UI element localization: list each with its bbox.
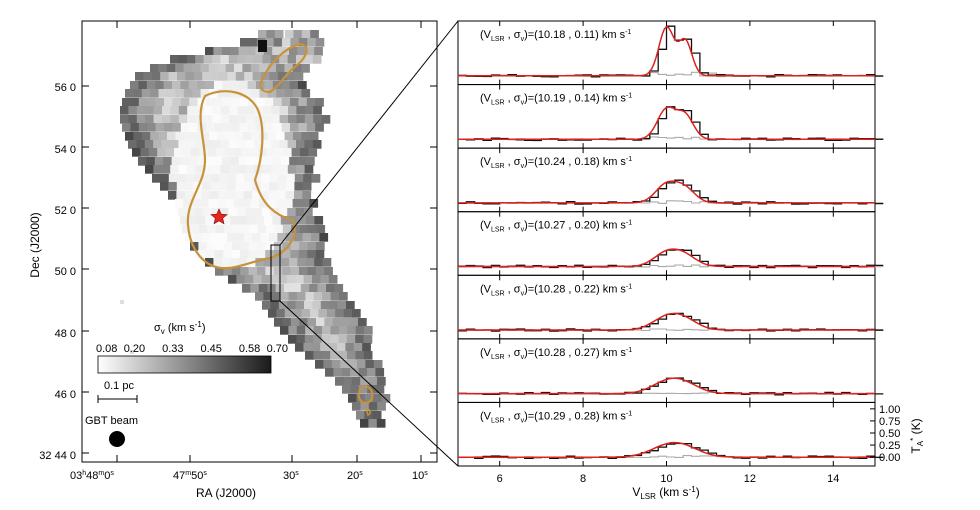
map-xlabel: RA (J2000) — [196, 486, 256, 500]
xtick-label-1: 47m50s — [173, 470, 207, 482]
panel-label: (VLSR , σv)=(10.24 , 0.18) km s-1 — [480, 156, 632, 170]
xtick-label-2: 10 — [660, 473, 672, 485]
panel-label: (VLSR , σv)=(10.28 , 0.27) km s-1 — [480, 347, 632, 361]
fit-line — [458, 248, 875, 268]
ytick-label-3: 50 0 — [55, 266, 76, 278]
ytick-label-0: 0.00 — [879, 452, 900, 464]
xtick-label-0: 03h48m0s — [70, 470, 114, 482]
xtick-label-3: 20s — [347, 470, 363, 482]
ytick-label-1: 0.25 — [879, 440, 900, 452]
spectrum-panel-0: (VLSR , σv)=(10.18 , 0.11) km s-1 — [457, 20, 884, 86]
colorbar-tick-0: 0.08 — [96, 343, 117, 355]
ytick-label-3: 0.75 — [879, 416, 900, 428]
spectra-axes-text: VLSR (km s-1) TA* (K) — [632, 418, 925, 501]
ytick-label-2: 48 0 — [55, 328, 76, 340]
map-ylabel: Dec (J2000) — [28, 212, 42, 277]
map-panel: σv (km s-1) 0.08 0.20 0.33 0.45 0.58 0.70 0.1… — [28, 20, 438, 500]
map-ytick-labels: 32 44 0 46 0 48 0 50 0 52 0 54 0 56 0 — [39, 82, 76, 462]
fit-line — [458, 377, 875, 395]
colorbar-tick-labels: 0.08 0.20 0.33 0.45 0.58 0.70 — [96, 343, 288, 355]
xtick-label-3: 12 — [744, 473, 756, 485]
panel-label: (VLSR , σv)=(10.18 , 0.11) km s-1 — [480, 29, 631, 43]
map-pixels — [120, 30, 391, 428]
ytick-label-5: 54 0 — [55, 144, 76, 156]
zoom-box — [270, 244, 281, 302]
observed-spectrum — [458, 106, 884, 142]
ytick-label-4: 1.00 — [879, 404, 900, 416]
connector-top — [279, 20, 459, 246]
map-xtick-labels: 03h48m0s 47m50s 30s 20s 10s — [70, 470, 428, 482]
xtick-label-4: 14 — [827, 473, 839, 485]
ytick-label-1: 46 0 — [55, 389, 76, 401]
observed-spectrum — [458, 312, 884, 332]
xtick-label-2: 30s — [283, 470, 299, 482]
contour-main — [186, 90, 296, 270]
contour-south — [357, 385, 374, 404]
connector-bottom — [279, 300, 459, 467]
ytick-label-0: 32 44 0 — [39, 450, 76, 462]
contour-north — [259, 42, 308, 94]
observed-spectrum — [458, 249, 884, 269]
panel-label: (VLSR , σv)=(10.27 , 0.20) km s-1 — [480, 220, 632, 234]
spectrum-panel-5: (VLSR , σv)=(10.28 , 0.27) km s-1 — [457, 338, 884, 403]
colorbar-tick-4: 0.58 — [239, 343, 260, 355]
fit-line — [458, 180, 875, 204]
map-dark-pixel — [258, 40, 267, 52]
colorbar-bar — [97, 355, 272, 374]
colorbar-tick-3: 0.45 — [200, 343, 221, 355]
spectra-panel: (VLSR , σv)=(10.18 , 0.11) km s-1 (VLSR ,… — [457, 20, 900, 485]
spectrum-panel-3: (VLSR , σv)=(10.27 , 0.20) km s-1 — [457, 211, 884, 276]
beam-circle — [109, 431, 125, 447]
star-marker — [210, 208, 228, 225]
colorbar-label: σv (km s-1) — [154, 320, 206, 336]
fit-line — [458, 441, 875, 458]
map-contours — [186, 42, 374, 416]
observed-spectrum — [458, 25, 884, 78]
ytick-label-6: 56 0 — [55, 82, 76, 94]
xtick-label-4: 10s — [412, 470, 428, 482]
colorbar-tick-5: 0.70 — [267, 343, 288, 355]
spectra-ylabel: TA* (K) — [909, 418, 925, 453]
spectrum-panel-1: (VLSR , σv)=(10.19 , 0.14) km s-1 — [457, 84, 884, 149]
xtick-label-0: 6 — [497, 473, 503, 485]
colorbar-tick-2: 0.33 — [162, 343, 183, 355]
colorbar-tick-1: 0.20 — [124, 343, 145, 355]
contour-south-small — [365, 408, 371, 416]
scale-bar: 0.1 pc — [97, 380, 138, 403]
ytick-label-4: 52 0 — [55, 205, 76, 217]
beam-label: GBT beam — [85, 415, 138, 427]
spectrum-panel-2: (VLSR , σv)=(10.24 , 0.18) km s-1 — [457, 147, 884, 213]
map-ticks — [82, 21, 437, 462]
spectra-xlabel: VLSR (km s-1) — [632, 485, 699, 501]
fit-line — [458, 106, 875, 141]
ytick-label-2: 0.50 — [879, 428, 900, 440]
xtick-label-1: 8 — [580, 473, 586, 485]
panel-label: (VLSR , σv)=(10.28 , 0.22) km s-1 — [480, 283, 632, 297]
map-frame — [81, 20, 438, 463]
scalebar-label: 0.1 pc — [104, 380, 134, 392]
spectrum-panel-4: (VLSR , σv)=(10.28 , 0.22) km s-1 — [457, 274, 884, 340]
observed-spectrum — [458, 377, 884, 396]
fit-line — [458, 25, 875, 77]
panel-label: (VLSR , σv)=(10.19 , 0.14) km s-1 — [480, 93, 632, 107]
observed-spectrum — [458, 442, 884, 459]
panel-label: (VLSR , σv)=(10.29 , 0.28) km s-1 — [480, 410, 632, 424]
fit-line — [458, 312, 875, 331]
spectrum-panel-6: (VLSR , σv)=(10.29 , 0.28) km s-1 0.000.2… — [457, 401, 900, 467]
colorbar: σv (km s-1) 0.08 0.20 0.33 0.45 0.58 0.70 — [96, 320, 288, 374]
